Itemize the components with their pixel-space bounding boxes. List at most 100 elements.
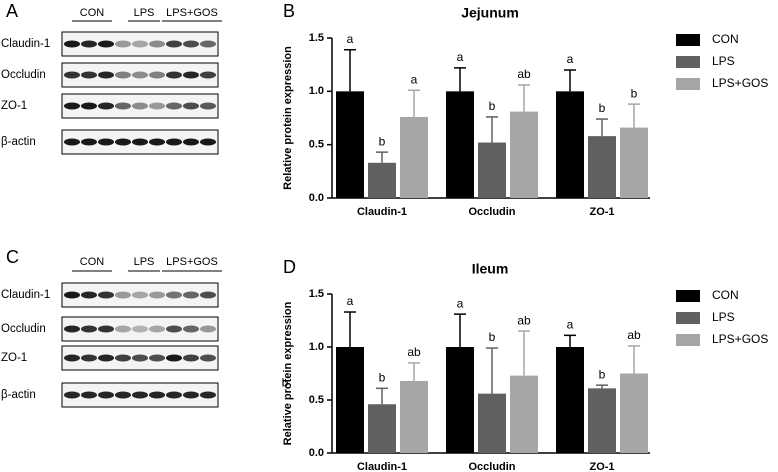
y-tick-label: 1.0 — [309, 85, 324, 97]
group-label: LPS — [134, 7, 155, 19]
legend-label: LPS — [712, 54, 735, 68]
bar — [478, 393, 506, 453]
blot-band — [132, 325, 148, 333]
blot-band — [183, 138, 199, 146]
bar — [510, 111, 538, 198]
bar — [446, 91, 474, 198]
blot-band — [115, 138, 131, 146]
blot-band — [64, 291, 80, 299]
blot-band — [149, 102, 165, 110]
significance-letter: a — [457, 296, 464, 310]
blot-band — [149, 71, 165, 79]
bar — [510, 375, 538, 453]
y-tick-label: 1.5 — [309, 288, 324, 300]
blot-band — [166, 102, 182, 110]
blot-band — [81, 102, 97, 110]
legend-swatch — [676, 34, 700, 46]
blot-band — [115, 102, 131, 110]
legend-swatch — [676, 334, 700, 346]
blot-band — [166, 391, 182, 399]
blot-band — [166, 138, 182, 146]
significance-letter: ab — [627, 328, 641, 342]
bar — [368, 162, 396, 198]
significance-letter: ab — [407, 345, 421, 359]
bar — [400, 116, 428, 198]
bar — [368, 404, 396, 453]
blot-band — [200, 138, 216, 146]
blot-band — [200, 325, 216, 333]
legend-label: LPS — [712, 310, 735, 324]
legend-label: LPS+GOS — [712, 76, 768, 90]
side-annotation: b — [282, 376, 289, 390]
bar — [400, 380, 428, 453]
blot-band — [64, 71, 80, 79]
blot-band — [64, 138, 80, 146]
blot-band — [98, 138, 114, 146]
bar — [336, 347, 364, 453]
protein-label: β-actin — [1, 389, 36, 401]
significance-letter: b — [599, 367, 606, 381]
significance-letter: b — [599, 101, 606, 115]
significance-letter: a — [411, 72, 418, 86]
bar — [588, 136, 616, 198]
blot-band — [149, 138, 165, 146]
protein-label: β-actin — [1, 136, 36, 148]
blot-band — [149, 354, 165, 362]
y-axis-label: Relative protein expression — [282, 301, 294, 445]
blot-band — [200, 40, 216, 48]
blot-band — [200, 71, 216, 79]
blot-band — [149, 40, 165, 48]
protein-label: ZO-1 — [1, 100, 27, 112]
group-label: LPS — [134, 256, 155, 268]
y-tick-label: 1.5 — [309, 32, 324, 44]
blot-band — [149, 391, 165, 399]
blot-band — [98, 325, 114, 333]
blot-band — [115, 291, 131, 299]
panel-label: B — [283, 1, 295, 21]
blot-band — [98, 291, 114, 299]
significance-letter: ab — [517, 67, 531, 81]
blot-band — [81, 71, 97, 79]
blot-band — [183, 391, 199, 399]
legend-label: CON — [712, 288, 739, 302]
blot-band — [81, 354, 97, 362]
blot-band — [64, 354, 80, 362]
blot-band — [98, 71, 114, 79]
blot-band — [183, 354, 199, 362]
bar — [588, 388, 616, 453]
blot-band — [183, 102, 199, 110]
legend-label: LPS+GOS — [712, 332, 768, 346]
blot-band — [183, 325, 199, 333]
blot-band — [200, 102, 216, 110]
protein-label: Claudin-1 — [1, 289, 50, 301]
blot-band — [166, 291, 182, 299]
blot-band — [81, 325, 97, 333]
legend-swatch — [676, 290, 700, 302]
blot-band — [81, 138, 97, 146]
x-tick-label: Claudin-1 — [357, 461, 407, 472]
blot-band — [132, 291, 148, 299]
significance-letter: b — [489, 99, 496, 113]
protein-label: Claudin-1 — [1, 38, 50, 50]
significance-letter: ab — [517, 313, 531, 327]
blot-band — [115, 71, 131, 79]
y-tick-label: 0.5 — [309, 139, 324, 151]
bar — [620, 373, 648, 453]
blot-band — [132, 354, 148, 362]
blot-band — [98, 102, 114, 110]
y-tick-label: 0.5 — [309, 394, 324, 406]
blot-band — [183, 291, 199, 299]
y-tick-label: 1.0 — [309, 341, 324, 353]
significance-letter: a — [567, 52, 574, 66]
blot-band — [98, 40, 114, 48]
significance-letter: a — [347, 32, 354, 46]
blot-band — [81, 291, 97, 299]
legend-swatch — [676, 78, 700, 90]
chart-title: Ileum — [472, 261, 509, 277]
blot-band — [166, 325, 182, 333]
panel-label: C — [6, 247, 19, 267]
x-tick-label: ZO-1 — [589, 461, 614, 472]
significance-letter: b — [379, 371, 386, 385]
legend-swatch — [676, 56, 700, 68]
